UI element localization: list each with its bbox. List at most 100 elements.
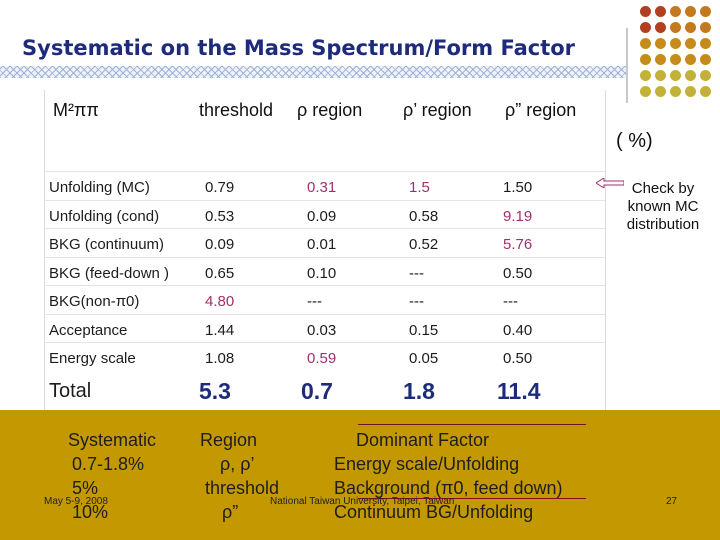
table-cell: 0.59	[307, 350, 337, 367]
row-divider	[45, 256, 605, 258]
summary-rule-bottom	[358, 498, 586, 499]
total-cell: 0.7	[301, 377, 333, 404]
header-rho-region: ρ region	[297, 100, 363, 120]
table-cell: 0.09	[307, 207, 337, 225]
decorative-dot	[670, 6, 681, 17]
decorative-dot	[640, 86, 651, 97]
decorative-dot	[670, 38, 681, 49]
table-row: Energy scale 1.08 0.59 0.05 0.50	[45, 345, 605, 373]
table-cell: ---	[307, 293, 322, 310]
table-cell: ---	[409, 264, 424, 282]
table-cell: 1.44	[205, 321, 235, 339]
decorative-dot	[685, 22, 696, 33]
footer-venue: National Taiwan University, Taipei, Taiw…	[270, 496, 455, 507]
decorative-dot	[685, 70, 696, 81]
table-row-total: Total 5.3 0.7 1.8 11.4	[45, 378, 605, 406]
decorative-dot	[640, 38, 651, 49]
arrow-left-icon	[596, 178, 624, 188]
decorative-dot	[655, 22, 666, 33]
decorative-dot	[670, 54, 681, 65]
decorative-dot	[655, 54, 666, 65]
decorative-dot	[640, 54, 651, 65]
table-row: Unfolding (MC) 0.79 0.31 1.5 1.50	[45, 174, 605, 202]
decorative-dot	[670, 22, 681, 33]
summary-factor-head: Dominant Factor	[356, 430, 490, 450]
header-rho-prime-region: ρ’ region	[403, 100, 472, 120]
table-cell: 1.5	[409, 179, 430, 196]
table-cell: 0.01	[307, 236, 337, 253]
decorative-dot-grid	[640, 6, 720, 102]
table-cell: 0.50	[503, 350, 533, 367]
summary-region-head: Region	[200, 430, 258, 450]
table-row: Unfolding (cond) 0.53 0.09 0.58 9.19	[45, 203, 605, 231]
row-divider	[45, 342, 605, 343]
summary-factor-2: Background (π0, feed down)	[334, 478, 563, 498]
decorative-dot	[700, 6, 711, 17]
decorative-dot	[640, 70, 651, 81]
header-m2pipi: M²ππ	[53, 100, 99, 120]
table-cell: 0.58	[409, 207, 439, 225]
decorative-dot	[685, 38, 696, 49]
total-cell: 5.3	[199, 377, 231, 404]
decorative-dot	[640, 22, 651, 33]
table-cell: 0.52	[409, 236, 439, 253]
row-divider	[45, 199, 605, 201]
decorative-dot	[700, 54, 711, 65]
table-cell: 0.03	[307, 321, 337, 339]
row-divider	[45, 285, 605, 286]
table-row: Acceptance 1.44 0.03 0.15 0.40	[45, 317, 605, 345]
total-cell: 1.8	[403, 377, 435, 404]
systematics-table: M²ππ threshold ρ region ρ’ region ρ” reg…	[44, 90, 606, 410]
title-underline-pattern	[0, 66, 628, 78]
row-divider	[45, 228, 605, 229]
row-divider	[45, 313, 605, 315]
decorative-dot	[685, 54, 696, 65]
table-cell: 0.15	[409, 321, 439, 339]
summary-systematic-1: 0.7-1.8%	[72, 454, 145, 474]
table-cell: 0.65	[205, 264, 235, 282]
decorative-dot	[655, 86, 666, 97]
table-cell: 0.40	[503, 321, 533, 339]
summary-factor-1: Energy scale/Unfolding	[334, 454, 520, 474]
table-cell: 0.50	[503, 264, 533, 282]
summary-systematic-head: Systematic	[68, 430, 157, 450]
header-vertical-rule	[626, 28, 628, 103]
table-cell: ---	[409, 293, 424, 310]
footer-date: May 5-9, 2008	[44, 496, 108, 507]
table-header-row: M²ππ threshold ρ region ρ’ region ρ” reg…	[45, 90, 605, 134]
decorative-dot	[640, 6, 651, 17]
table-cell: 0.10	[307, 264, 337, 282]
decorative-dot	[685, 86, 696, 97]
table-cell: 0.79	[205, 179, 235, 196]
table-cell: 0.05	[409, 350, 439, 367]
unit-label: ( %)	[616, 130, 653, 152]
row-label: BKG (continuum)	[49, 236, 165, 253]
summary-factor-3: Continuum BG/Unfolding	[334, 502, 534, 522]
summary-systematic-2: 5%	[72, 478, 99, 498]
table-cell: 1.08	[205, 350, 235, 367]
decorative-dot	[655, 6, 666, 17]
table-cell: 0.09	[205, 236, 235, 253]
header-threshold: threshold	[199, 100, 274, 120]
table-cell: 4.80	[205, 293, 235, 310]
table-cell: 0.31	[307, 179, 337, 196]
table-row: BKG (feed-down ) 0.65 0.10 --- 0.50	[45, 260, 605, 288]
footer-page-number: 27	[666, 496, 678, 507]
row-label: Unfolding (MC)	[49, 179, 150, 196]
summary-region-1: ρ, ρ’	[220, 454, 255, 474]
decorative-dot	[700, 86, 711, 97]
table-cell: 0.53	[205, 207, 235, 225]
table-cell: ---	[503, 293, 518, 310]
row-label: Unfolding (cond)	[49, 207, 160, 225]
summary-region-3: ρ”	[222, 502, 239, 522]
table-cell: 9.19	[503, 207, 533, 225]
row-label: BKG(non-π0)	[49, 293, 140, 310]
decorative-dot	[700, 38, 711, 49]
row-label: Energy scale	[49, 350, 136, 367]
summary-rule-top	[358, 424, 586, 425]
slide-title: Systematic on the Mass Spectrum/Form Fac…	[22, 36, 576, 60]
decorative-dot	[700, 70, 711, 81]
decorative-dot	[655, 70, 666, 81]
table-cell: 5.76	[503, 236, 533, 253]
row-label: BKG (feed-down )	[49, 264, 170, 282]
